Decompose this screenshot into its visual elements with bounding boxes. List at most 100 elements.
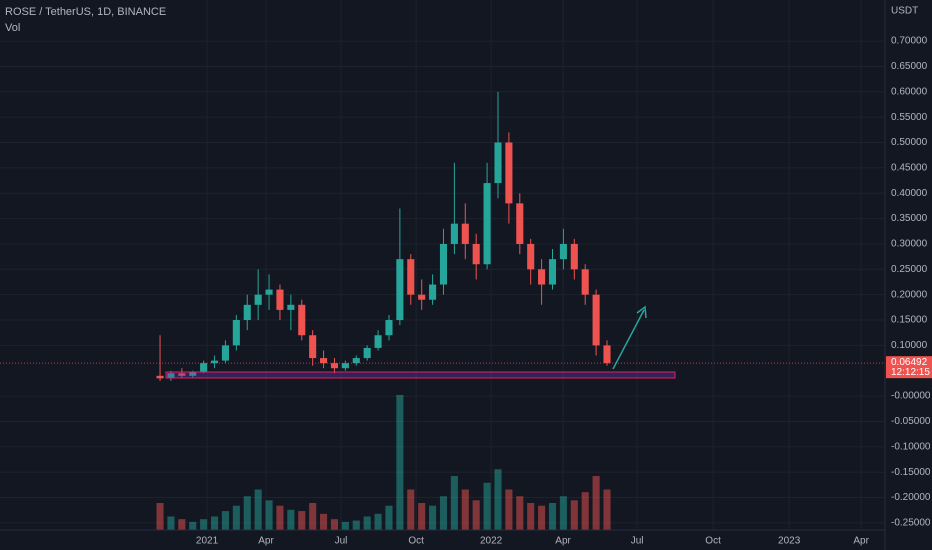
volume-bar (516, 496, 524, 530)
candle-body (439, 243, 448, 285)
volume-bar (330, 519, 339, 530)
volume-bar (385, 505, 393, 530)
volume-bar (341, 521, 349, 530)
candle-body (276, 289, 284, 310)
volume-bar (548, 503, 557, 530)
y-tick-label: 0.20000 (891, 289, 928, 300)
volume-bar (592, 476, 600, 530)
volume-bar (287, 509, 295, 530)
volume-bar (265, 500, 273, 530)
candle-body (341, 363, 349, 369)
volume-bar (232, 505, 240, 530)
candle-body (211, 360, 219, 364)
candle-body (385, 320, 393, 336)
candle-body (156, 375, 164, 379)
candle-body (603, 345, 611, 364)
y-tick-label: -0.10000 (891, 441, 931, 452)
candles (156, 91, 611, 381)
candle-body (494, 142, 502, 184)
candle-body (450, 223, 458, 244)
y-tick-label: 0.15000 (891, 315, 928, 326)
volume-bar (243, 496, 251, 530)
volume-bar (407, 489, 415, 530)
volume-bar (200, 519, 208, 530)
volume-bar (472, 500, 480, 530)
candle-body (298, 304, 306, 336)
candle-body (309, 335, 317, 359)
candle-body (472, 243, 480, 265)
volume-bar (559, 496, 567, 530)
volume-bar (309, 503, 317, 530)
volume-bar (603, 489, 611, 530)
volume-bar (178, 519, 186, 530)
y-tick-label: 0.70000 (891, 36, 928, 47)
volume (156, 395, 611, 530)
candle-body (418, 294, 426, 300)
countdown: 12:12:15 (891, 367, 930, 378)
x-tick-label: 2021 (196, 536, 219, 547)
volume-bar (538, 505, 546, 530)
arrow-head (636, 305, 647, 319)
x-tick-label: 2022 (480, 536, 503, 547)
volume-bar (189, 521, 197, 530)
volume-bar (439, 496, 448, 530)
candle-body (538, 269, 546, 285)
x-tick-label: Oct (408, 536, 424, 547)
y-tick-label: -0.05000 (891, 416, 931, 427)
volume-bar (581, 492, 589, 530)
y-tick-label: 0.55000 (891, 112, 928, 123)
x-tick-label: Apr (258, 536, 274, 547)
y-tick-label: 0.65000 (891, 61, 928, 72)
y-tick-label: 0.35000 (891, 213, 928, 224)
volume-bar (276, 505, 284, 530)
y-tick-label: 0.45000 (891, 163, 928, 174)
candle-body (396, 259, 404, 321)
candle-body (548, 259, 557, 285)
x-tick-label: Oct (705, 536, 721, 547)
y-tick-label: 0.30000 (891, 239, 928, 250)
volume-bar (505, 489, 513, 530)
candle-body (167, 373, 175, 379)
y-tick-label: 0.25000 (891, 264, 928, 275)
volume-bar (461, 489, 469, 530)
volume-label: Vol (5, 22, 20, 34)
candle-body (189, 371, 197, 376)
candle-body (505, 142, 513, 204)
candle-body (483, 183, 491, 265)
x-tick-label: Apr (555, 536, 571, 547)
candle-body (527, 243, 535, 270)
volume-bar (570, 500, 578, 530)
y-tick-label: 0.60000 (891, 86, 928, 97)
candle-body (374, 335, 382, 348)
volume-bar (221, 511, 229, 530)
candle-body (516, 203, 524, 244)
x-tick-label: 2023 (778, 536, 801, 547)
x-tick-label: Apr (853, 536, 869, 547)
candle-body (407, 259, 415, 295)
support-zone (165, 371, 676, 379)
volume-bar (167, 516, 175, 530)
volume-bar (211, 516, 219, 530)
volume-bar (418, 503, 426, 530)
y-tick-label: -0.20000 (891, 492, 931, 503)
volume-bar (450, 476, 458, 530)
y-tick-label: -0.00000 (891, 391, 931, 402)
y-tick-label: 0.40000 (891, 188, 928, 199)
candle-body (320, 358, 328, 364)
y-tick-label: 0.50000 (891, 137, 928, 148)
candle-body (461, 223, 469, 244)
y-tick-label: -0.25000 (891, 518, 931, 529)
arrow (612, 309, 645, 370)
volume-bar (254, 489, 262, 530)
currency: USDT (891, 6, 918, 17)
candle-body (243, 304, 251, 321)
volume-bar (298, 511, 306, 530)
candle-body (200, 363, 208, 372)
candle-body (570, 243, 578, 270)
volume-bar (156, 503, 164, 530)
x-tick-label: Jul (631, 536, 644, 547)
candle-body (265, 289, 273, 295)
